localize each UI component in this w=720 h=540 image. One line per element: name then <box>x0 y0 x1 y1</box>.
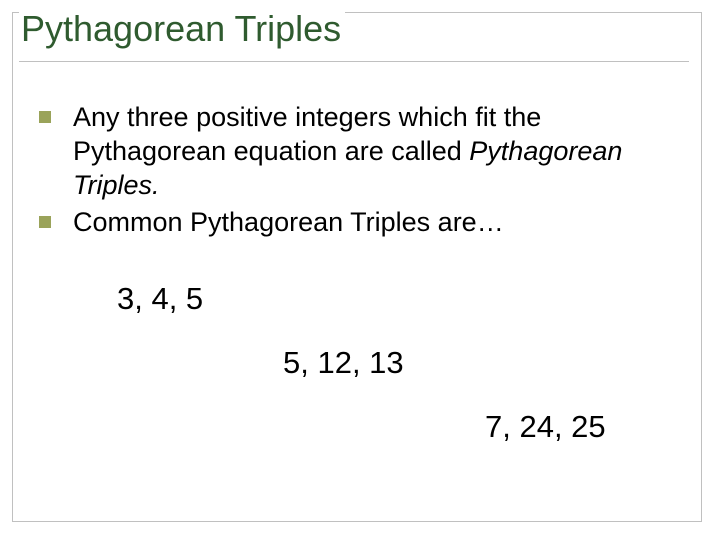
title-container: Pythagorean Triples <box>19 9 345 57</box>
title-underline <box>19 61 689 62</box>
slide-content: Any three positive integers which fit th… <box>39 101 675 244</box>
triple-value: 7, 24, 25 <box>485 409 606 445</box>
text-run: Common Pythagorean Triples are… <box>73 207 504 237</box>
bullet-item: Any three positive integers which fit th… <box>39 101 675 202</box>
bullet-text: Any three positive integers which fit th… <box>73 101 675 202</box>
triple-value: 5, 12, 13 <box>283 345 404 381</box>
slide-title: Pythagorean Triples <box>21 9 341 49</box>
square-bullet-icon <box>39 216 51 228</box>
square-bullet-icon <box>39 111 51 123</box>
bullet-text: Common Pythagorean Triples are… <box>73 206 504 240</box>
triple-value: 3, 4, 5 <box>117 281 203 317</box>
bullet-item: Common Pythagorean Triples are… <box>39 206 675 240</box>
slide-frame: Pythagorean Triples Any three positive i… <box>12 12 702 522</box>
